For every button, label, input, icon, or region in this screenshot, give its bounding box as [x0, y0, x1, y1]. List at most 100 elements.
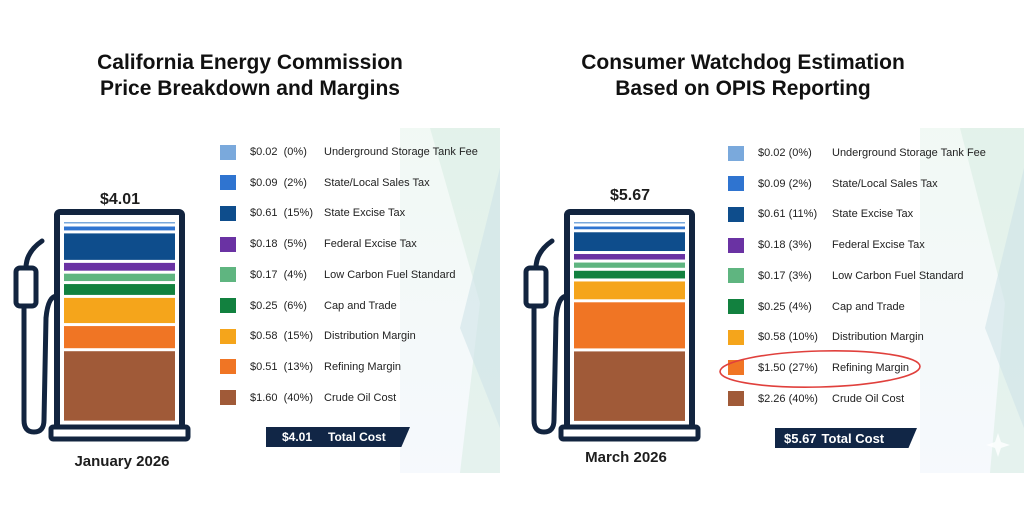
- total-cost-label: Total Cost: [328, 430, 386, 444]
- pump-segment-lcfs: [64, 273, 175, 282]
- pump-segment-ust: [574, 222, 685, 224]
- legend-item-federal: $0.18 (5%) Federal Excise Tax: [220, 234, 490, 254]
- legend-item-refining: $0.51 (13%) Refining Margin: [220, 357, 490, 377]
- cec-panel: California Energy Commission Price Break…: [0, 0, 510, 514]
- legend-value: $0.18 (3%): [758, 239, 812, 252]
- pump-base: [558, 424, 701, 442]
- legend-item-lcfs: $0.17 (3%) Low Carbon Fuel Standard: [728, 266, 1008, 286]
- legend-label: Cap and Trade: [832, 300, 905, 313]
- legend-swatch: [728, 145, 744, 161]
- pump-price-label: $5.67: [609, 187, 651, 204]
- legend-label: Distribution Margin: [832, 331, 924, 344]
- legend-swatch: [728, 176, 744, 192]
- legend-label: Refining Margin: [832, 361, 910, 374]
- highlight-circle-annotation: [719, 350, 921, 388]
- pump-segment-refining: [64, 326, 175, 349]
- legend-value: $0.58 (10%): [758, 331, 818, 344]
- legend-item-excise: $0.61 (15%) State Excise Tax: [220, 203, 490, 223]
- pump-segment-distribution: [64, 297, 175, 324]
- legend-label: Underground Storage Tank Fee: [832, 147, 986, 159]
- legend-value: $0.18 (5%): [250, 238, 307, 251]
- pump-segment-sales: [574, 226, 685, 230]
- period-label: March 2026: [585, 449, 667, 466]
- legend-value: $1.50 (27%): [758, 361, 818, 374]
- sparkle-icon: [986, 433, 1010, 457]
- legend-value: $0.25 (4%): [758, 300, 812, 313]
- legend-swatch: [220, 175, 236, 191]
- title-line-2: Price Breakdown and Margins: [100, 77, 400, 100]
- legend-item-distribution: $0.58 (15%) Distribution Margin: [220, 326, 490, 346]
- legend-value: $0.02 (0%): [758, 147, 812, 159]
- total-cost-box: $4.01 Total Cost: [266, 427, 410, 447]
- legend-swatch: [728, 206, 744, 222]
- legend-label: Underground Storage Tank Fee: [324, 146, 478, 158]
- legend-value: $0.09 (2%): [758, 177, 812, 190]
- legend-item-cap: $0.25 (4%) Cap and Trade: [728, 297, 1008, 317]
- legend-label: Low Carbon Fuel Standard: [324, 268, 456, 281]
- legend-value: $1.60 (40%): [250, 391, 313, 404]
- legend-label: State Excise Tax: [324, 207, 406, 220]
- legend-value: $0.51 (13%): [250, 360, 313, 373]
- legend: $0.02 (0%) Underground Storage Tank Fee $0…: [220, 142, 490, 422]
- legend-swatch: [220, 359, 236, 375]
- title-line-2: Based on OPIS Reporting: [615, 77, 871, 100]
- pump-segment-ust: [64, 222, 175, 224]
- legend-item-sales: $0.09 (2%) State/Local Sales Tax: [728, 174, 1008, 194]
- legend-value: $2.26 (40%): [758, 392, 818, 405]
- legend-label: Low Carbon Fuel Standard: [832, 269, 964, 282]
- legend-swatch: [728, 329, 744, 345]
- gas-pump-chart: [523, 209, 701, 442]
- legend-swatch: [728, 391, 744, 407]
- pump-nozzle-icon: [533, 238, 555, 271]
- legend-label: Cap and Trade: [324, 299, 397, 312]
- legend-swatch: [220, 390, 236, 406]
- total-cost-label: Total Cost: [821, 430, 885, 446]
- legend-label: Federal Excise Tax: [832, 239, 925, 252]
- background-decoration: [920, 128, 1024, 473]
- pump-segment-excise: [574, 232, 685, 252]
- pump-segment-federal: [64, 262, 175, 271]
- title-line-1: Consumer Watchdog Estimation: [581, 51, 905, 74]
- legend-swatch: [728, 299, 744, 314]
- legend-swatch: [728, 268, 744, 284]
- legend-label: State/Local Sales Tax: [324, 176, 430, 189]
- pump-base: [48, 424, 191, 442]
- legend-swatch: [220, 298, 236, 313]
- legend-item-distribution: $0.58 (10%) Distribution Margin: [728, 327, 1008, 347]
- legend-item-refining: $1.50 (27%) Refining Margin: [728, 358, 1008, 378]
- pump-segment-federal: [574, 254, 685, 260]
- legend-item-ust: $0.02 (0%) Underground Storage Tank Fee: [728, 143, 1008, 163]
- consumer-watchdog-panel: Consumer Watchdog Estimation Based on OP…: [510, 0, 1024, 514]
- legend-swatch: [220, 328, 236, 344]
- legend: $0.02 (0%) Underground Storage Tank Fee $0…: [728, 143, 1008, 423]
- legend-value: $0.17 (4%): [250, 268, 307, 281]
- pump-price-label: $4.01: [99, 191, 141, 208]
- pump-handle-icon: [13, 265, 39, 309]
- legend-label: Distribution Margin: [324, 330, 416, 343]
- legend-item-federal: $0.18 (3%) Federal Excise Tax: [728, 235, 1008, 255]
- legend-item-lcfs: $0.17 (4%) Low Carbon Fuel Standard: [220, 265, 490, 285]
- pump-segment-refining: [574, 302, 685, 349]
- pump-segment-excise: [64, 233, 175, 260]
- legend-swatch: [220, 236, 236, 252]
- total-cost-box: $5.67 Total Cost: [775, 428, 917, 448]
- legend-item-crude: $2.26 (40%) Crude Oil Cost: [728, 389, 1008, 409]
- legend-value: $0.61 (15%): [250, 207, 313, 220]
- legend-value: $0.17 (3%): [758, 269, 812, 282]
- legend-swatch: [220, 267, 236, 283]
- legend-label: Refining Margin: [324, 360, 402, 373]
- pump-hose-icon: [21, 293, 60, 435]
- pump-segment-crude: [574, 351, 685, 421]
- legend-swatch: [728, 360, 744, 376]
- legend-swatch: [220, 205, 236, 221]
- pump-segment-lcfs: [574, 262, 685, 268]
- pump-segment-cap: [64, 284, 175, 295]
- legend-value: $0.61 (11%): [758, 208, 818, 221]
- legend-value: $0.09 (2%): [250, 176, 307, 189]
- title-line-1: California Energy Commission: [97, 51, 403, 74]
- legend-item-excise: $0.61 (11%) State Excise Tax: [728, 204, 1008, 224]
- period-label: January 2026: [74, 453, 170, 470]
- legend-item-sales: $0.09 (2%) State/Local Sales Tax: [220, 173, 490, 193]
- chart-title: California Energy Commission Price Break…: [0, 50, 500, 102]
- legend-value: $0.02 (0%): [250, 146, 307, 158]
